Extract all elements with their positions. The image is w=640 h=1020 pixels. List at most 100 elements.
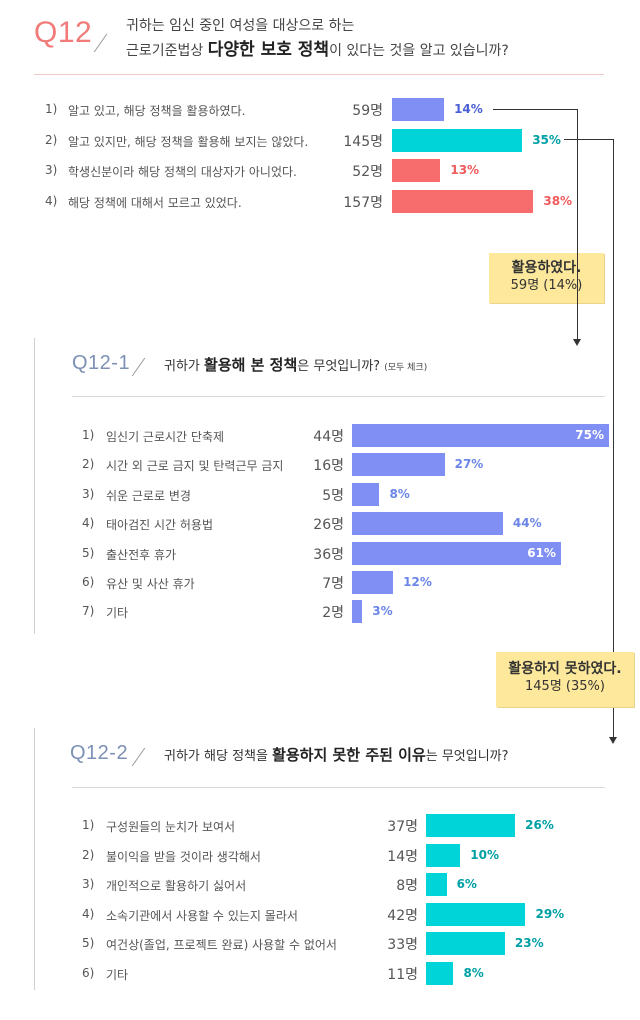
- q121-row-count: 26명: [313, 517, 344, 534]
- q121-bar: [352, 424, 610, 447]
- q121-bar: [352, 512, 503, 536]
- q122-row-index: 6): [82, 965, 95, 980]
- q12-row-label: 학생신분이라 해당 정책의 대상자가 아니었다.: [68, 165, 297, 179]
- q12-bar: [392, 98, 445, 121]
- q121-row-count: 36명: [313, 546, 344, 563]
- q12-bar-value-label: 14%: [454, 102, 483, 116]
- q121-bar: [352, 600, 363, 624]
- q121-bar-value-label: 61%: [527, 545, 556, 560]
- callout-notused: 활용하지 못하였다. 145명 (35%): [496, 652, 634, 707]
- q122-bar: [426, 873, 447, 896]
- q12-divider: [34, 74, 604, 75]
- connector-notused-v: [613, 139, 614, 737]
- q122-row-label: 소속기관에서 사용할 수 있는지 몰라서: [106, 908, 298, 923]
- q122-bar-value-label: 29%: [535, 906, 565, 921]
- q121-bar-value-label: 75%: [575, 428, 604, 442]
- callout-used: 활용하였다. 59명 (14%): [489, 253, 604, 303]
- q121-row-count: 16명: [313, 458, 344, 475]
- q122-slash: [131, 747, 146, 767]
- q121-number: Q12-1: [72, 352, 131, 374]
- q122-bar-value-label: 6%: [456, 877, 477, 891]
- q122-row-label: 기타: [106, 967, 129, 982]
- q122-bar-value-label: 23%: [514, 936, 544, 950]
- q12-row-count: 52명: [352, 164, 383, 180]
- arrow-used-icon: [573, 339, 581, 346]
- q12-row-index: 1): [45, 102, 58, 116]
- q121-row-count: 44명: [313, 429, 344, 445]
- q121-row-count: 5명: [322, 487, 344, 504]
- q12-row-count: 59명: [352, 103, 383, 119]
- q121-row-index: 1): [82, 428, 95, 442]
- q12-row-label: 알고 있지만, 해당 정책을 활용해 보지는 않았다.: [68, 134, 309, 149]
- q121-bar-value-label: 3%: [372, 604, 393, 619]
- q122-row-label: 개인적으로 활용하기 싫어서: [106, 879, 247, 893]
- q12-question: 귀하는 임신 중인 여성을 대상으로 하는 근로기준법상 다양한 보호 정책이 …: [126, 14, 509, 63]
- q12-slash: [93, 33, 108, 53]
- q122-row-label: 불이익을 받을 것이라 생각해서: [106, 849, 261, 864]
- q121-row-label: 태아검진 시간 허용법: [106, 518, 213, 533]
- q12-row-index: 3): [45, 163, 58, 177]
- q12-row-label: 해당 정책에 대해서 모르고 있었다.: [68, 195, 242, 210]
- q121-row-label: 기타: [106, 606, 129, 621]
- q12-row-index: 2): [45, 132, 58, 147]
- q122-row-count: 11명: [387, 966, 418, 983]
- connector-notused-h: [564, 139, 614, 140]
- q121-row-index: 2): [82, 457, 95, 472]
- q122-bar: [426, 961, 454, 985]
- q12-row-count: 157명: [343, 194, 383, 211]
- arrow-notused-icon: [609, 737, 617, 744]
- q122-row-index: 5): [82, 936, 95, 950]
- q121-bar: [352, 541, 562, 565]
- q121-bar: [352, 453, 445, 477]
- q12-row-label: 알고 있고, 해당 정책을 활용하였다.: [68, 104, 246, 118]
- q122-row-count: 37명: [387, 819, 418, 835]
- callout-used-sub: 59명 (14%): [510, 278, 583, 293]
- q121-bar: [352, 482, 380, 506]
- q121-row-label: 시간 외 근로 금지 및 탄력근무 금지: [106, 459, 284, 474]
- q12-bar: [392, 189, 534, 213]
- q121-row-index: 6): [82, 575, 95, 589]
- q12-question-line1: 귀하는 임신 중인 여성을 대상으로 하는: [126, 18, 355, 34]
- q122-bar-value-label: 8%: [463, 965, 484, 980]
- q121-bar-value-label: 27%: [454, 457, 484, 472]
- q12-question-line2: 근로기준법상 다양한 보호 정책이 있다는 것을 알고 있습니까?: [126, 40, 509, 60]
- q121-row-index: 4): [82, 516, 95, 531]
- q12-row-index: 4): [45, 193, 58, 208]
- q122-divider: [72, 787, 605, 788]
- q122-bar: [426, 902, 526, 926]
- q122-bar: [426, 932, 505, 955]
- q12-bar: [392, 128, 523, 152]
- q122-row-count: 8명: [396, 878, 418, 894]
- q122-question: 귀하가 해당 정책을 활용하지 못한 주된 이유는 무엇입니까?: [164, 746, 509, 764]
- q121-row-count: 2명: [322, 605, 344, 622]
- q12-bar-value-label: 38%: [543, 193, 573, 208]
- q122-row-label: 여건상(졸업, 프로젝트 완료) 사용할 수 없어서: [106, 938, 337, 952]
- q121-row-index: 7): [82, 604, 95, 619]
- q121-bar-value-label: 8%: [389, 486, 410, 501]
- q121-row-count: 7명: [322, 576, 344, 592]
- q121-row-label: 출산전후 휴가: [106, 547, 177, 562]
- q121-bar: [352, 571, 394, 594]
- q122-bar: [426, 814, 516, 837]
- q12-bar-value-label: 13%: [450, 163, 480, 177]
- q121-question: 귀하가 활용해 본 정책은 무엇입니까? (모두 체크): [164, 356, 428, 374]
- q122-left-border: [34, 728, 35, 990]
- q122-row-count: 33명: [387, 937, 418, 953]
- q121-bar-value-label: 12%: [403, 575, 432, 589]
- q122-bar: [426, 843, 461, 867]
- q121-slash: [131, 357, 146, 377]
- q122-row-index: 4): [82, 906, 95, 921]
- q121-row-label: 유산 및 사산 휴가: [106, 577, 195, 591]
- q121-row-index: 3): [82, 486, 95, 501]
- q121-note: (모두 체크): [384, 363, 428, 373]
- q12-bar-value-label: 35%: [532, 132, 561, 147]
- q122-number: Q12-2: [70, 742, 129, 764]
- q12-bar: [392, 159, 441, 182]
- q121-row-label: 임신기 근로시간 단축제: [106, 430, 225, 444]
- q121-divider: [72, 396, 605, 397]
- connector-used-v: [577, 109, 578, 339]
- q122-row-label: 구성원들의 눈치가 보여서: [106, 820, 236, 834]
- q122-bar-value-label: 26%: [525, 818, 554, 832]
- callout-notused-sub: 145명 (35%): [525, 679, 605, 694]
- q121-row-index: 5): [82, 545, 95, 560]
